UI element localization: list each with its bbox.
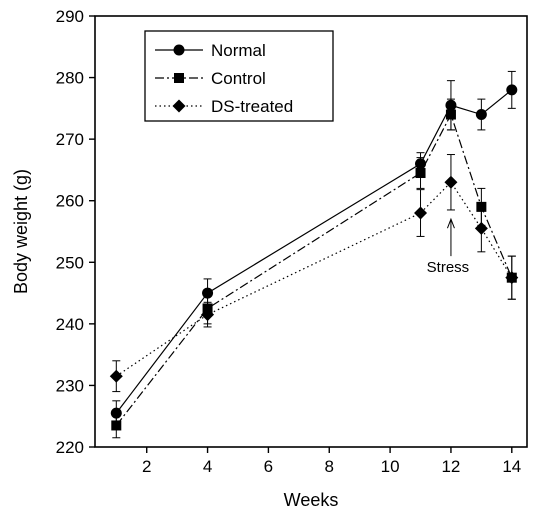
data-point bbox=[506, 84, 518, 96]
legend-label: DS-treated bbox=[211, 97, 293, 116]
data-point bbox=[415, 168, 426, 179]
stress-annotation: Stress bbox=[427, 259, 470, 276]
series-line bbox=[115, 181, 513, 377]
y-tick-label: 260 bbox=[56, 192, 84, 211]
x-tick-label: 6 bbox=[264, 457, 273, 476]
x-tick-label: 14 bbox=[502, 457, 521, 476]
y-tick-label: 230 bbox=[56, 376, 84, 395]
legend-item: Control bbox=[155, 69, 266, 88]
x-tick-label: 10 bbox=[381, 457, 400, 476]
x-tick-label: 2 bbox=[142, 457, 151, 476]
legend-label: Normal bbox=[211, 41, 266, 60]
annotation-layer: Stress bbox=[427, 217, 470, 276]
legend-label: Control bbox=[211, 69, 266, 88]
plot-frame bbox=[94, 15, 528, 448]
data-point bbox=[475, 109, 487, 121]
data-point bbox=[414, 206, 428, 220]
x-tick-label: 8 bbox=[325, 457, 334, 476]
legend-marker bbox=[174, 73, 184, 83]
series-normal bbox=[110, 70, 518, 426]
data-point bbox=[445, 109, 456, 120]
data-point bbox=[444, 175, 458, 189]
y-tick-label: 220 bbox=[56, 438, 84, 457]
legend-marker bbox=[172, 99, 186, 113]
data-point bbox=[109, 369, 123, 383]
x-axis-label: Weeks bbox=[284, 490, 339, 510]
data-point bbox=[505, 271, 519, 285]
data-point bbox=[201, 308, 215, 322]
data-point bbox=[474, 221, 488, 235]
series-layer bbox=[109, 70, 519, 439]
data-point bbox=[111, 420, 122, 431]
y-tick-label: 270 bbox=[56, 130, 84, 149]
y-axis-ticks: 220 230 240 250 260 270 280 290 bbox=[56, 7, 95, 457]
x-tick-label: 12 bbox=[441, 457, 460, 476]
y-tick-label: 280 bbox=[56, 69, 84, 88]
plot-border bbox=[94, 15, 528, 448]
y-tick-label: 290 bbox=[56, 7, 84, 26]
stress-arrow-head bbox=[446, 217, 455, 229]
legend-item: DS-treated bbox=[155, 97, 293, 116]
series-ds-treated bbox=[109, 154, 519, 393]
x-axis-ticks: 2 4 6 8 10 12 14 bbox=[142, 447, 521, 476]
y-axis-label: Body weight (g) bbox=[11, 169, 31, 294]
y-tick-label: 250 bbox=[56, 253, 84, 272]
legend: Normal Control DS-treated bbox=[144, 30, 334, 122]
x-tick-label: 4 bbox=[203, 457, 212, 476]
series-line bbox=[115, 89, 513, 414]
legend-item: Normal bbox=[155, 41, 266, 60]
legend-marker bbox=[173, 44, 185, 56]
y-tick-label: 240 bbox=[56, 315, 84, 334]
series-line bbox=[115, 112, 513, 426]
